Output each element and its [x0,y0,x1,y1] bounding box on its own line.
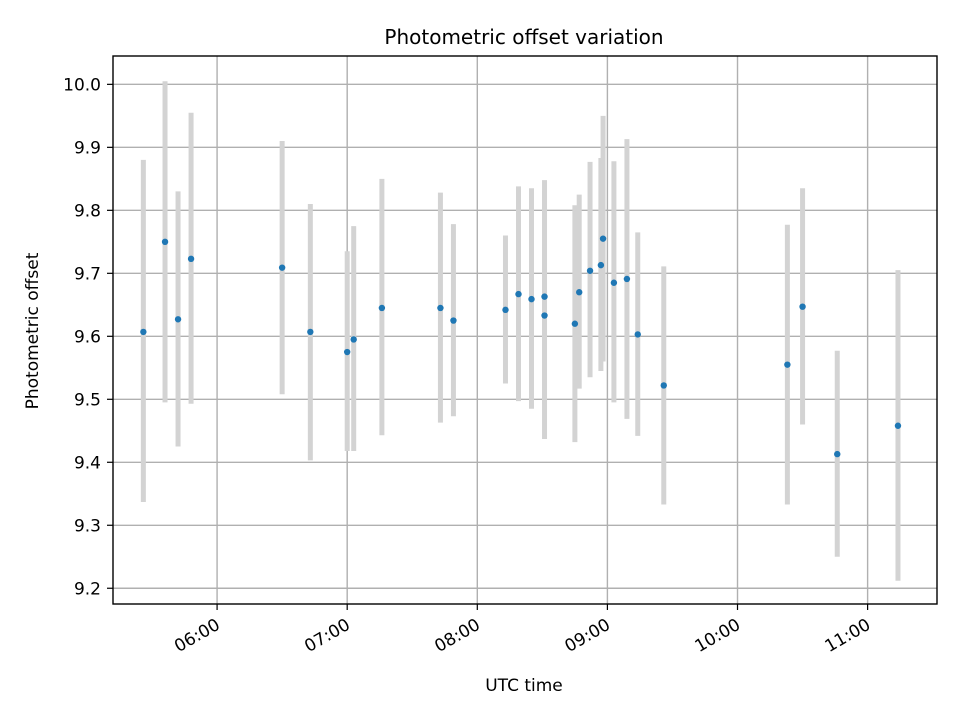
data-point [515,290,522,298]
data-point [437,304,444,312]
y-tick-label: 10.0 [63,75,101,95]
plot-frame [112,55,938,605]
data-point [140,328,147,336]
data-point [278,264,286,271]
data-point [599,235,607,242]
data-point [623,275,631,283]
data-point [343,348,351,356]
data-point [378,304,386,312]
y-tick-label: 9.3 [74,516,101,536]
data-point [586,267,594,274]
y-tick-label: 9.5 [74,390,101,410]
data-point [576,289,583,296]
data-point [528,295,535,303]
data-point [610,279,618,286]
data-point [450,317,457,324]
data-point [834,450,841,458]
data-points [140,235,902,458]
y-tick-label: 9.6 [74,327,101,347]
data-point [894,422,902,429]
data-point [799,303,806,310]
y-tick-label: 9.2 [74,579,101,599]
data-point [307,328,314,336]
data-point [541,312,548,319]
data-point [161,238,169,246]
data-point [660,382,667,389]
y-tick-label: 9.8 [74,201,101,221]
y-tick-label: 9.9 [74,138,101,158]
data-point [597,261,605,269]
y-axis-label: Photometric offset [23,252,43,409]
data-point [634,331,641,338]
x-axis-label: UTC time [485,676,563,696]
data-point [174,316,182,323]
data-point [350,336,357,343]
data-point [502,306,509,314]
chart-title: Photometric offset variation [384,25,663,49]
data-point [541,293,548,300]
y-tick-label: 9.4 [74,453,101,473]
data-point [187,255,195,263]
data-point [571,320,579,327]
y-tick-label: 9.7 [74,264,101,284]
data-point [784,361,791,368]
